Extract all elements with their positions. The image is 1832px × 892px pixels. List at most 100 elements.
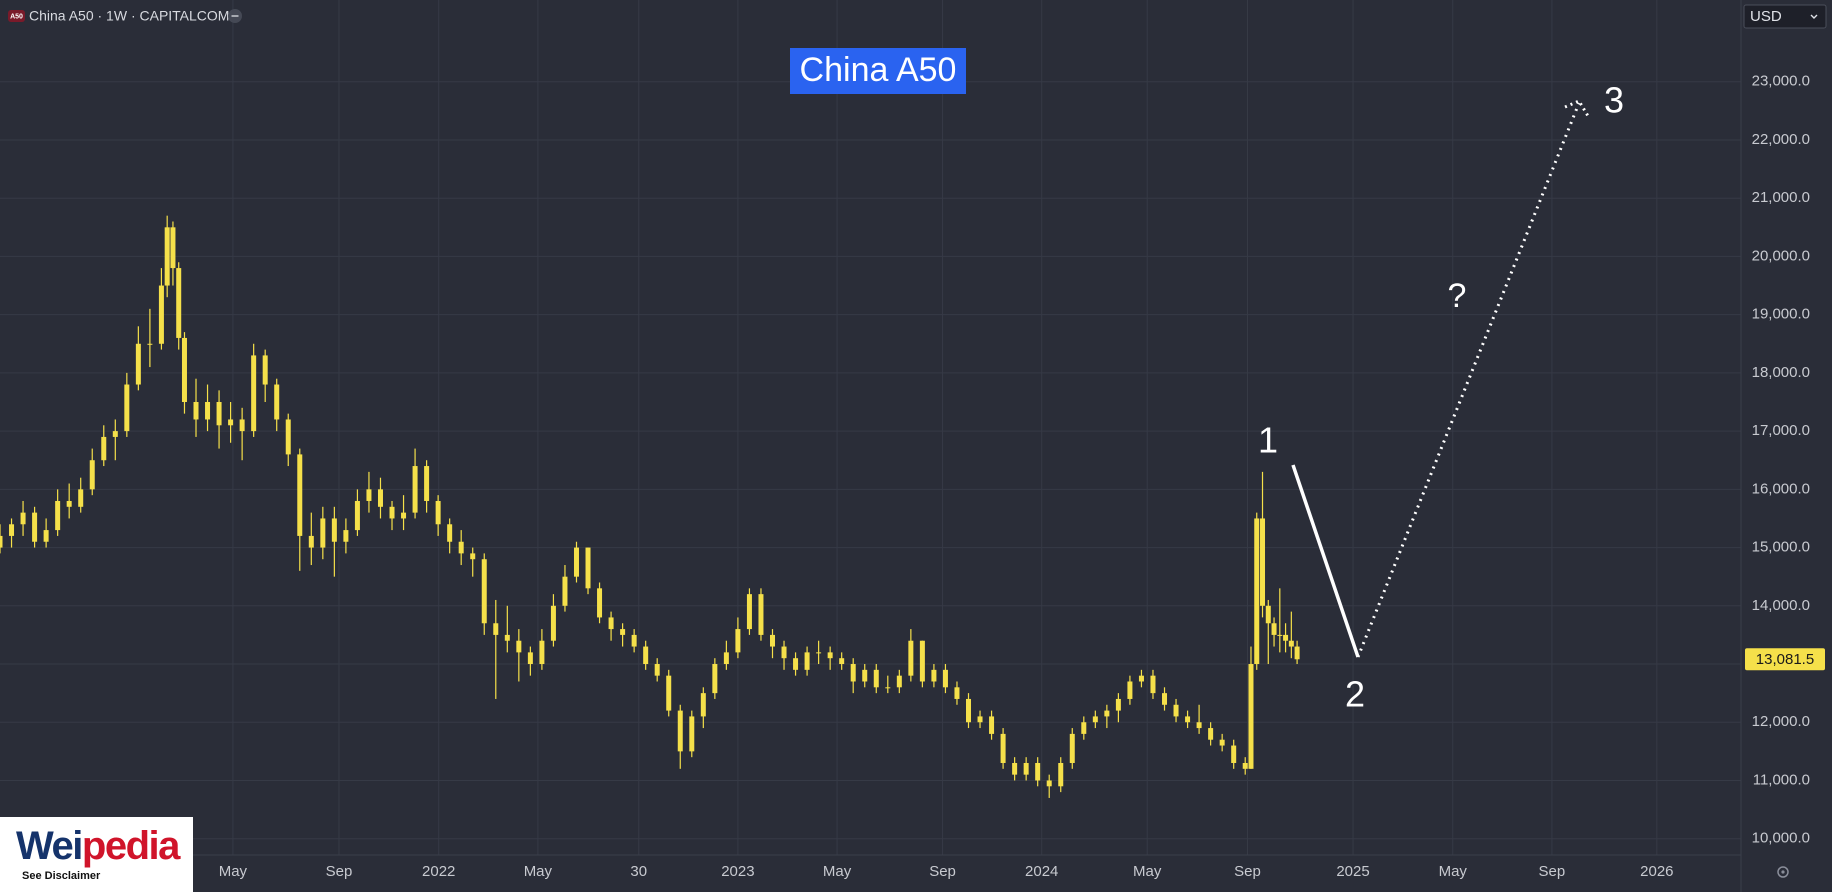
candle-body (158, 285, 164, 344)
candle-body (205, 401, 211, 420)
x-tick-label: May (219, 863, 248, 880)
candle-body (527, 652, 533, 665)
candle-body (1046, 780, 1052, 787)
candle-body (896, 675, 902, 688)
y-tick-label: 23,000.0 (1752, 73, 1810, 90)
candle-body (285, 419, 291, 455)
logo-wordmark: Weipedia (16, 824, 181, 868)
candle-body (781, 646, 787, 659)
projection-line (1356, 102, 1581, 658)
candle-body (585, 547, 591, 589)
y-tick-label: 21,000.0 (1752, 189, 1810, 206)
candle-body (1081, 722, 1087, 734)
candle-body (977, 716, 983, 723)
candle-body (164, 227, 170, 286)
candle-body (447, 524, 453, 542)
candle-body (89, 460, 95, 490)
candle-body (1173, 704, 1179, 717)
settings-icon[interactable] (1777, 866, 1789, 878)
candle-body (873, 669, 879, 688)
candle-body (458, 541, 464, 554)
candle-body (1115, 698, 1121, 711)
x-tick-label: Sep (1234, 863, 1261, 880)
candle-body (1196, 722, 1202, 729)
candle-body (331, 518, 337, 542)
candle-body (631, 634, 637, 647)
candle-body (816, 652, 822, 654)
candle-body (735, 629, 741, 653)
candle-body (746, 594, 752, 630)
candle-body (839, 658, 845, 665)
candle-body (412, 466, 418, 513)
y-tick-label: 11,000.0 (1753, 771, 1810, 788)
candle-body (377, 489, 383, 507)
y-tick-label: 10,000.0 (1752, 830, 1810, 847)
candle-body (193, 401, 199, 420)
candle-body (723, 652, 729, 665)
currency-label[interactable]: USD (1750, 8, 1782, 25)
candle-body (32, 512, 38, 542)
settings-icon-dot (1781, 870, 1785, 874)
candle-body (1265, 605, 1271, 624)
candle-body (135, 343, 141, 385)
logo-wordmark-part: Wei (16, 824, 82, 868)
candle-body (862, 669, 868, 682)
x-tick-label: 2022 (422, 863, 455, 880)
candle-body (366, 489, 372, 501)
symbol-icon: A50 (10, 13, 23, 20)
candle-body (481, 559, 487, 624)
candle-body (1185, 716, 1191, 723)
candle-body (1058, 763, 1064, 787)
candle-body (1219, 739, 1225, 746)
candle-body (20, 512, 26, 525)
axes: 10,000.011,000.012,000.013,000.014,000.0… (219, 73, 1825, 880)
candle-body (216, 401, 222, 426)
candle-body (1069, 733, 1075, 764)
candle-body (1283, 634, 1289, 641)
y-tick-label: 16,000.0 (1752, 480, 1810, 497)
candle-body (389, 506, 395, 519)
wave-label: 1 (1258, 420, 1278, 461)
wave-label: 3 (1604, 80, 1624, 121)
candle-body (1092, 716, 1098, 723)
candle-body (1127, 681, 1133, 699)
y-tick-label: 12,000.0 (1752, 713, 1810, 730)
candle-body (989, 716, 995, 734)
candle-body (885, 687, 891, 689)
candle-body (1271, 623, 1277, 635)
candle-body (793, 658, 799, 670)
wave-label: 2 (1345, 674, 1365, 715)
candle-body (1000, 733, 1006, 764)
logo-wordmark-part: pedia (82, 824, 181, 868)
candle-body (1208, 728, 1214, 740)
candle-body (562, 576, 568, 606)
x-tick-label: May (524, 863, 553, 880)
currency-dropdown[interactable]: USD (1743, 4, 1827, 29)
candle-body (1035, 763, 1041, 781)
candle-body (908, 640, 914, 676)
candle-body (1150, 675, 1156, 694)
candle-body (66, 500, 72, 507)
wave-line (1291, 464, 1360, 658)
candle-body (251, 355, 257, 432)
candle-body (124, 384, 130, 432)
symbol-title: China A50 · 1W · CAPITALCOM (29, 8, 229, 24)
candle-body (758, 594, 764, 635)
x-tick-label: Sep (1539, 863, 1566, 880)
candle-body (827, 652, 833, 659)
candle-body (297, 454, 303, 536)
candle-body (424, 466, 430, 501)
y-tick-label: 19,000.0 (1752, 306, 1810, 323)
candle-body (516, 640, 522, 653)
last-price-box (1745, 648, 1825, 671)
candle-body (170, 227, 176, 269)
candle-body (769, 634, 775, 647)
candle-body (677, 710, 683, 752)
candle-body (0, 535, 3, 548)
candle-body (1138, 675, 1144, 682)
candle-body (43, 530, 49, 542)
candle-body (308, 535, 314, 548)
candle-body (354, 500, 360, 531)
currency-box[interactable] (1743, 4, 1827, 29)
